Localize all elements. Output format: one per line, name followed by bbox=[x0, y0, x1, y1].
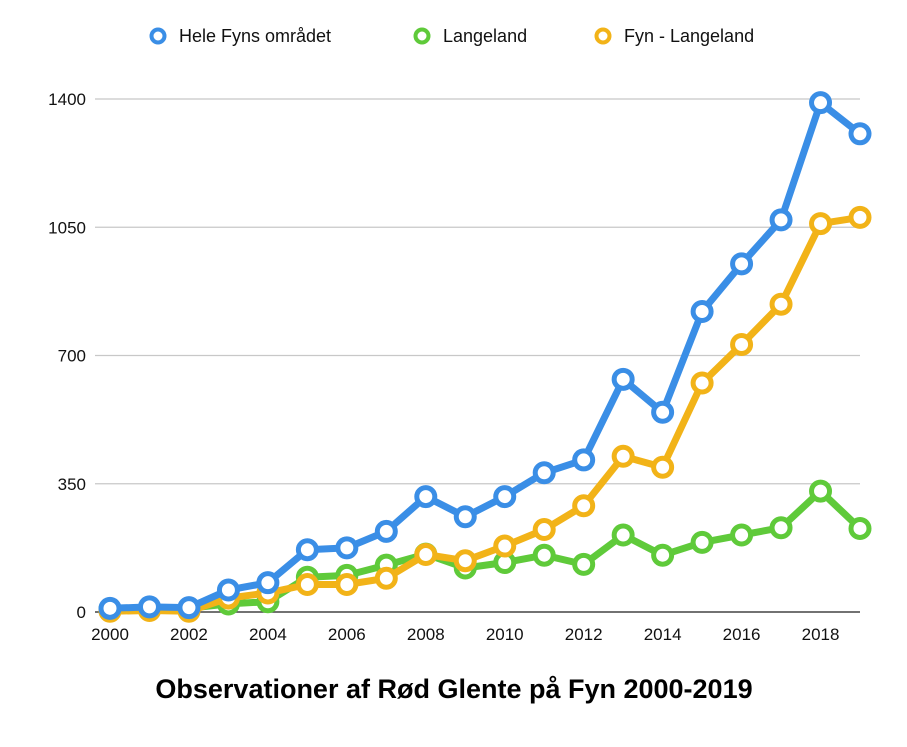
data-point bbox=[335, 536, 359, 560]
legend-marker bbox=[413, 27, 431, 45]
data-point bbox=[611, 523, 635, 547]
data-point bbox=[572, 448, 596, 472]
data-point bbox=[651, 455, 675, 479]
x-tick-label: 2010 bbox=[486, 625, 524, 644]
legend-entry: Fyn - Langeland bbox=[594, 26, 754, 46]
data-point bbox=[453, 505, 477, 529]
data-point bbox=[532, 518, 556, 542]
data-point bbox=[730, 333, 754, 357]
data-point bbox=[690, 530, 714, 554]
data-point bbox=[809, 91, 833, 115]
legend-label: Fyn - Langeland bbox=[624, 26, 754, 46]
x-tick-label: 2006 bbox=[328, 625, 366, 644]
y-tick-label: 1400 bbox=[48, 90, 86, 109]
legend: Hele Fyns området Langeland Fyn - Langelan… bbox=[149, 26, 754, 46]
data-point bbox=[414, 485, 438, 509]
data-point bbox=[848, 516, 872, 540]
chart-title: Observationer af Rød Glente på Fyn 2000-… bbox=[155, 674, 752, 704]
data-point bbox=[769, 516, 793, 540]
x-tick-label: 2014 bbox=[644, 625, 682, 644]
legend-label: Hele Fyns området bbox=[179, 26, 331, 46]
data-point bbox=[374, 566, 398, 590]
data-point bbox=[611, 444, 635, 468]
x-tick-label: 2018 bbox=[802, 625, 840, 644]
data-point bbox=[651, 543, 675, 567]
y-tick-label: 350 bbox=[58, 475, 86, 494]
legend-label: Langeland bbox=[443, 26, 527, 46]
data-point bbox=[848, 205, 872, 229]
data-point bbox=[730, 523, 754, 547]
data-point bbox=[651, 400, 675, 424]
data-point bbox=[414, 542, 438, 566]
data-point bbox=[690, 300, 714, 324]
data-point bbox=[295, 538, 319, 562]
x-tick-label: 2000 bbox=[91, 625, 129, 644]
series bbox=[98, 91, 872, 623]
data-point bbox=[730, 252, 754, 276]
data-point bbox=[137, 595, 161, 619]
data-point bbox=[216, 578, 240, 602]
gridlines bbox=[95, 98, 860, 613]
series-2 bbox=[98, 205, 872, 623]
data-point bbox=[572, 494, 596, 518]
data-point bbox=[532, 461, 556, 485]
data-point bbox=[335, 573, 359, 597]
x-tick-label: 2008 bbox=[407, 625, 445, 644]
legend-entry: Hele Fyns området bbox=[149, 26, 331, 46]
data-point bbox=[848, 122, 872, 146]
data-point bbox=[690, 371, 714, 395]
legend-entry: Langeland bbox=[413, 26, 527, 46]
data-point bbox=[769, 208, 793, 232]
data-point bbox=[572, 552, 596, 576]
series-line bbox=[106, 213, 864, 615]
y-tick-label: 0 bbox=[77, 603, 86, 622]
data-point bbox=[532, 543, 556, 567]
data-point bbox=[769, 292, 793, 316]
data-point bbox=[453, 549, 477, 573]
x-tick-label: 2004 bbox=[249, 625, 287, 644]
data-point bbox=[611, 367, 635, 391]
x-tick-label: 2002 bbox=[170, 625, 208, 644]
data-point bbox=[493, 534, 517, 558]
data-point bbox=[295, 573, 319, 597]
legend-marker bbox=[594, 27, 612, 45]
data-point bbox=[177, 596, 201, 620]
legend-marker bbox=[149, 27, 167, 45]
data-point bbox=[809, 212, 833, 236]
data-point bbox=[98, 596, 122, 620]
x-tick-label: 2016 bbox=[723, 625, 761, 644]
data-point bbox=[493, 485, 517, 509]
axes: 0 350 700 1050 1400 2000 2002 2004 2006 2008 2010 2… bbox=[48, 90, 839, 644]
y-tick-label: 1050 bbox=[48, 218, 86, 237]
x-tick-label: 2012 bbox=[565, 625, 603, 644]
y-tick-label: 700 bbox=[58, 347, 86, 366]
data-point bbox=[809, 479, 833, 503]
data-point bbox=[374, 519, 398, 543]
series-0 bbox=[98, 91, 872, 620]
data-point bbox=[256, 571, 280, 595]
